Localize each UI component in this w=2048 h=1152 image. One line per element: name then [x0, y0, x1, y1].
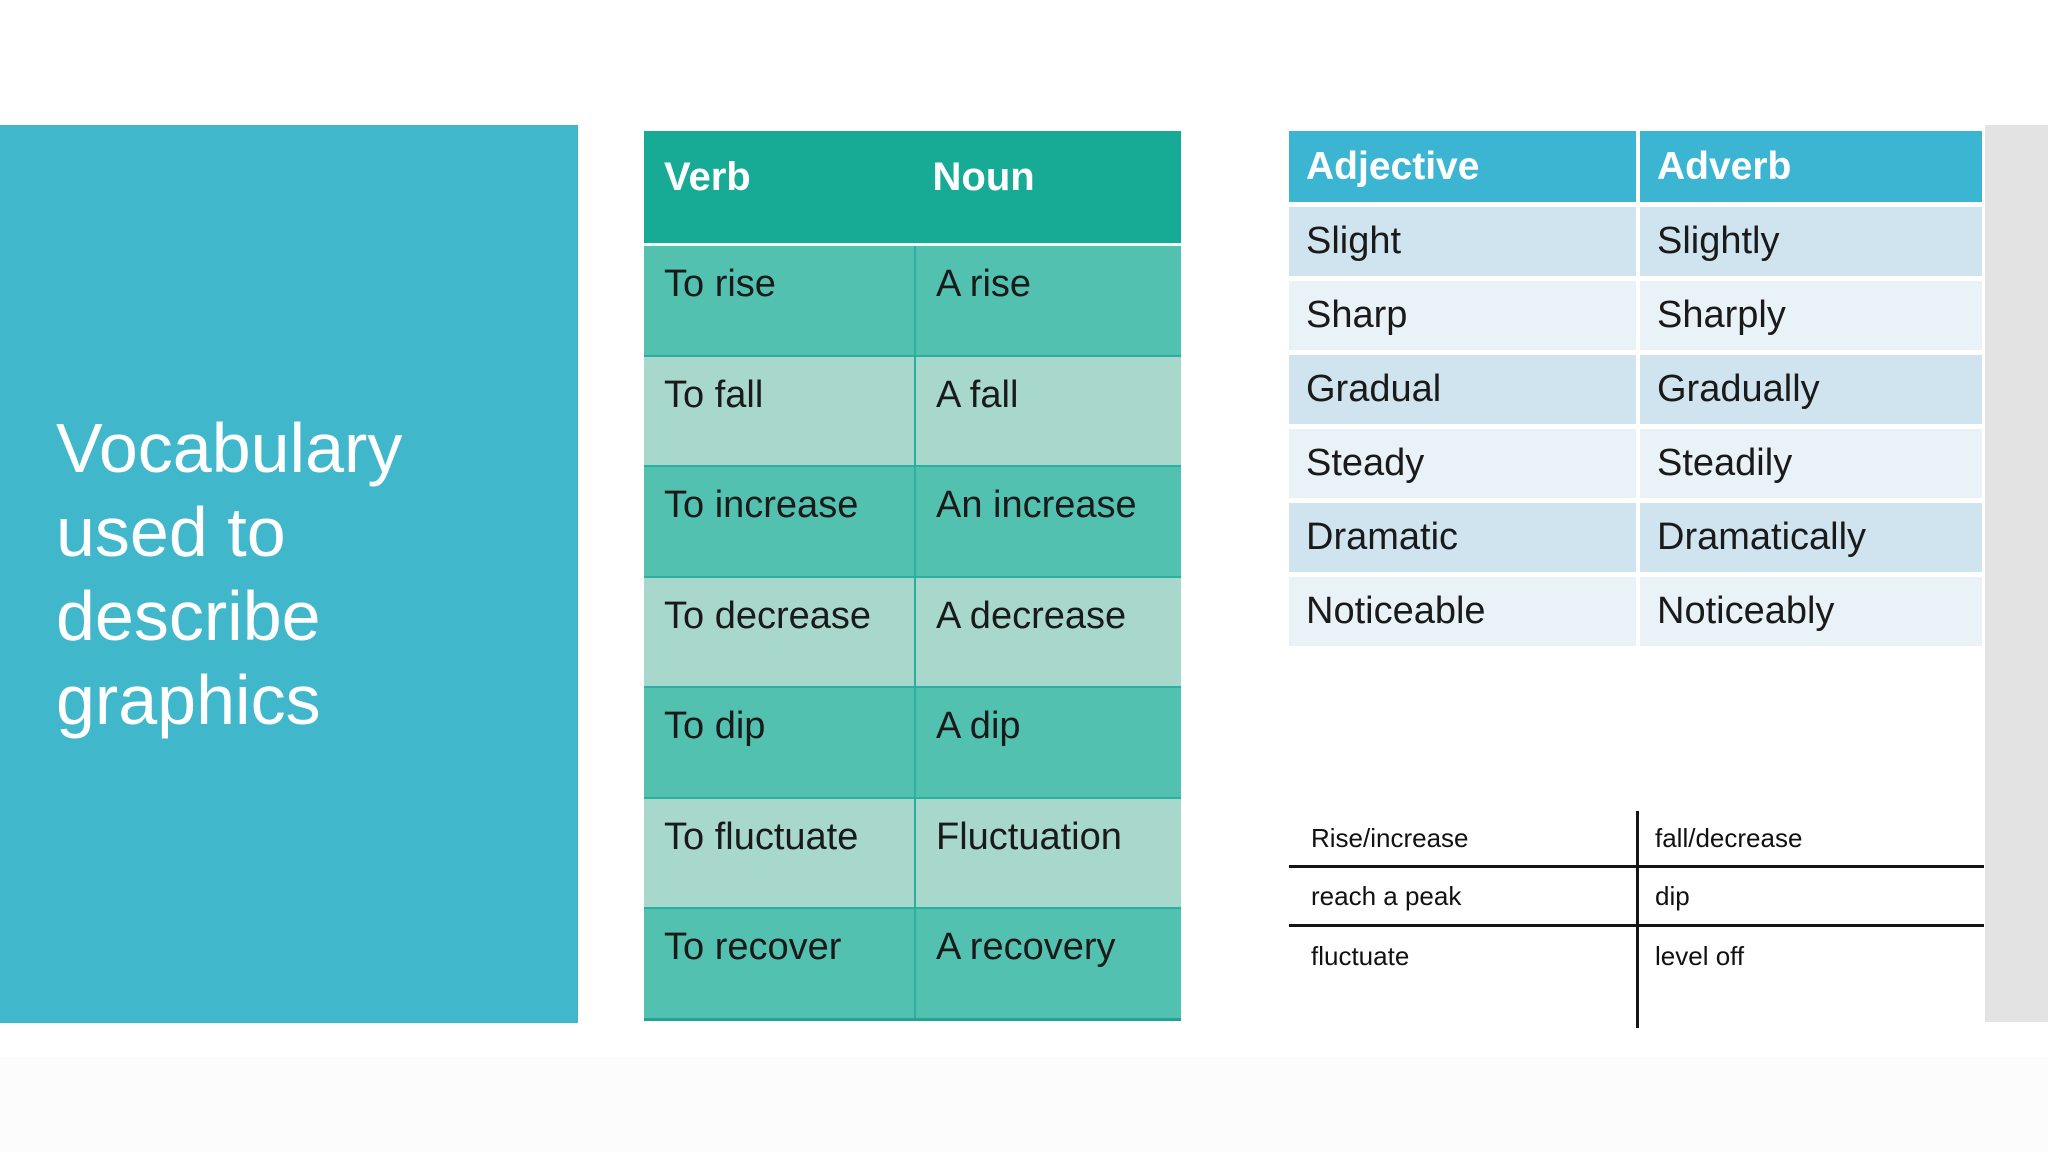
table-row: Gradual Gradually	[1289, 350, 1982, 424]
table-row: Noticeable Noticeably	[1289, 572, 1982, 646]
table-row: To fall A fall	[644, 354, 1181, 466]
table-cell: fall/decrease	[1636, 811, 1984, 865]
table-row: Rise/increase fall/decrease	[1289, 811, 1984, 868]
table-cell: To decrease	[664, 594, 872, 637]
table-cell: A rise	[914, 246, 1181, 355]
table-row: reach a peak dip	[1289, 868, 1984, 927]
phrase-pairs-table: Rise/increase fall/decrease reach a peak…	[1289, 811, 1984, 1028]
table-cell: A decrease	[914, 577, 1181, 687]
table-cell: Rise/increase	[1311, 822, 1469, 853]
table-row: To recover A recovery	[644, 907, 1181, 1019]
table-cell: Sharp	[1306, 294, 1408, 336]
table-cell: Gradually	[1636, 355, 1982, 424]
table-cell: A fall	[914, 356, 1181, 466]
table-cell: To increase	[664, 484, 859, 527]
table-row: To fluctuate Fluctuation	[644, 796, 1181, 908]
table-cell: A recovery	[914, 909, 1181, 1019]
verb-header-cell: Verb	[664, 155, 751, 199]
slide-title-line: used to	[56, 493, 286, 571]
table-cell: Dramatically	[1636, 503, 1982, 572]
noun-header-cell: Noun	[932, 155, 1035, 199]
table-cell: dip	[1636, 868, 1984, 924]
slide-title-line: graphics	[56, 661, 321, 739]
verb-noun-table: Verb Noun To rise A rise To fall A fall …	[644, 131, 1181, 1021]
title-panel: Vocabulary used to describe graphics	[0, 125, 578, 1023]
table-row: Slight Slightly	[1289, 202, 1982, 276]
adjective-header-cell: Adjective	[1306, 144, 1480, 188]
slide-title-line: describe	[56, 577, 321, 655]
table-cell: To fall	[664, 373, 764, 416]
table-cell: reach a peak	[1311, 880, 1462, 911]
bottom-letterbox-band	[0, 1057, 2048, 1152]
table-cell: A dip	[914, 688, 1181, 797]
table-row: To rise A rise	[644, 246, 1181, 355]
table-row: Sharp Sharply	[1289, 276, 1982, 350]
table-row: fluctuate level off	[1289, 927, 1984, 1028]
table-cell: To fluctuate	[664, 815, 859, 858]
table-cell: level off	[1636, 927, 1984, 1028]
table-cell: Slightly	[1636, 207, 1982, 276]
table-cell: An increase	[914, 467, 1181, 576]
table-row: Steady Steadily	[1289, 424, 1982, 498]
adjective-adverb-table: Adjective Adverb Slight Slightly Sharp S…	[1289, 131, 1982, 646]
table-row: To dip A dip	[644, 686, 1181, 797]
table-cell: Dramatic	[1306, 516, 1459, 558]
verb-noun-header-row: Verb Noun	[644, 131, 1181, 246]
table-cell: Steadily	[1636, 429, 1982, 498]
table-cell: Sharply	[1636, 281, 1982, 350]
table-cell: Steady	[1306, 442, 1425, 484]
table-cell: Slight	[1306, 220, 1402, 262]
adjective-adverb-header-row: Adjective Adverb	[1289, 131, 1982, 202]
table-row: To decrease A decrease	[644, 575, 1181, 687]
table-row: To increase An increase	[644, 465, 1181, 576]
table-cell: To recover	[664, 926, 842, 969]
table-cell: Noticeably	[1636, 577, 1982, 646]
table-row: Dramatic Dramatically	[1289, 498, 1982, 572]
table-cell: Gradual	[1306, 368, 1442, 410]
slide-title-line: Vocabulary	[56, 409, 403, 487]
table-cell: fluctuate	[1311, 941, 1410, 971]
side-gutter-strip	[1985, 125, 2048, 1022]
table-cell: To rise	[664, 263, 776, 305]
table-cell: Noticeable	[1306, 590, 1486, 632]
table-cell: Fluctuation	[914, 798, 1181, 908]
table-cell: To dip	[664, 705, 766, 748]
adverb-header-cell: Adverb	[1636, 131, 1982, 202]
